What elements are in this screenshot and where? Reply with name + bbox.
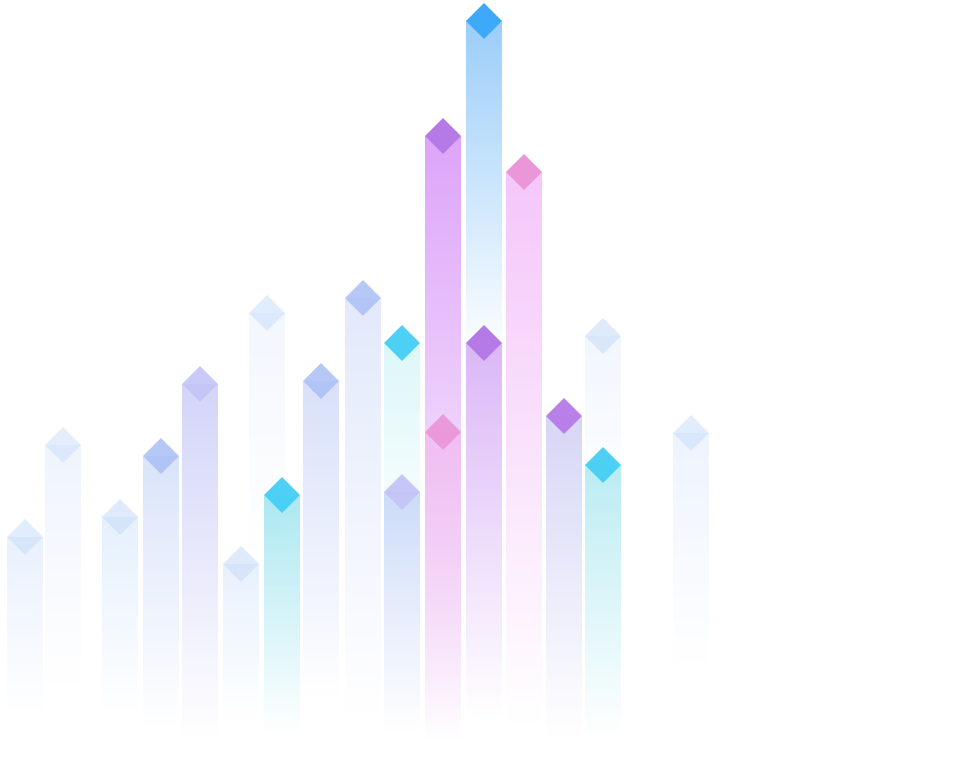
bar-body — [45, 445, 81, 690]
diamond-icon — [249, 295, 285, 331]
diamond-icon — [102, 499, 138, 535]
diamond-icon — [182, 366, 218, 402]
bar-body — [585, 465, 621, 740]
bar-body — [506, 172, 542, 725]
diamond-icon — [303, 363, 339, 399]
bar-body — [264, 495, 300, 735]
bar — [345, 280, 381, 720]
diamond-icon — [425, 414, 461, 450]
bar — [673, 415, 709, 670]
diamond-icon — [384, 325, 420, 361]
diamond-icon — [143, 438, 179, 474]
bar-body — [425, 432, 461, 740]
bar-body — [303, 381, 339, 700]
bar — [506, 154, 542, 725]
bar — [45, 427, 81, 690]
bar-body — [466, 21, 502, 360]
diamond-icon — [466, 3, 502, 39]
bar — [182, 366, 218, 740]
bar-body — [466, 343, 502, 720]
diamond-icon — [45, 427, 81, 463]
bar — [223, 546, 259, 720]
bar-body — [7, 537, 43, 715]
bar-body — [384, 492, 420, 735]
bar — [546, 398, 582, 740]
bar — [303, 363, 339, 700]
bar-body — [546, 416, 582, 740]
diamond-icon — [673, 415, 709, 451]
diamond-icon — [264, 477, 300, 513]
bar-body — [102, 517, 138, 715]
diamond-icon — [7, 519, 43, 555]
diamond-icon — [345, 280, 381, 316]
bar — [466, 3, 502, 360]
diamond-icon — [506, 154, 542, 190]
bar — [384, 474, 420, 735]
diamond-icon — [466, 325, 502, 361]
bar-body — [182, 384, 218, 740]
bar-body — [345, 298, 381, 720]
diamond-icon — [585, 318, 621, 354]
bar — [425, 414, 461, 740]
bar — [585, 447, 621, 740]
bar-body — [143, 456, 179, 730]
bar-body — [223, 564, 259, 720]
diamond-icon — [425, 118, 461, 154]
diamond-icon — [585, 447, 621, 483]
diamond-icon — [384, 474, 420, 510]
bar — [264, 477, 300, 735]
diamond-icon — [546, 398, 582, 434]
bar — [466, 325, 502, 720]
bar — [7, 519, 43, 715]
bar — [102, 499, 138, 715]
bar-body — [673, 433, 709, 670]
bar — [143, 438, 179, 730]
